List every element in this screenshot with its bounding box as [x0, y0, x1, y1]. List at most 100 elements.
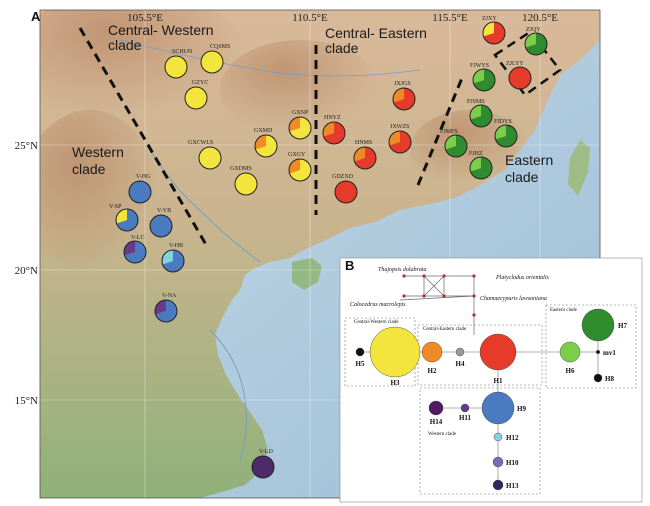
pie-outline	[154, 299, 178, 323]
pie-slice	[289, 159, 300, 174]
population-pie: HNYZ	[322, 115, 346, 145]
population-label: JXWZS	[390, 124, 409, 130]
haplotype-h11	[460, 403, 470, 413]
population-pies: SCHUN CQSMS GZYC GXCWLS GXDMS GXNP GXMD GXGY HNY…	[109, 16, 548, 479]
mountain-shading	[220, 40, 380, 140]
pie-slice	[252, 456, 274, 478]
population-pie: V-YB	[149, 208, 173, 238]
population-pie: GXGY	[288, 152, 312, 182]
population-label: GXMD	[254, 128, 273, 134]
clade-label-line: clade	[325, 40, 359, 56]
population-pie: HNMS	[353, 140, 377, 170]
clade-label-eastern: Eastern clade	[505, 152, 553, 185]
pie-slice	[199, 147, 221, 169]
pie-slice	[470, 105, 481, 120]
pie-outline	[184, 86, 208, 110]
pie-slice	[116, 209, 139, 231]
population-label: GXNP	[292, 110, 309, 116]
clade-boundaries	[78, 27, 562, 249]
pie-slice	[354, 147, 365, 162]
population-pie: FJHZ	[469, 151, 493, 180]
pie-outline	[322, 121, 346, 145]
pie-slice	[255, 135, 278, 158]
population-pie: V-SP	[109, 204, 139, 232]
haplotype-label-mv1: mv1	[603, 349, 616, 357]
haplotype-h14	[428, 400, 444, 416]
population-pie: GXDMS	[230, 166, 258, 196]
haplotype-h5	[355, 347, 365, 357]
haplotype-label-h11: H11	[459, 414, 472, 422]
population-pie: SCHUN	[164, 49, 193, 79]
pie-outline	[200, 50, 224, 74]
pie-slice	[389, 131, 411, 153]
clade-label-line: Eastern	[505, 152, 553, 168]
map-frame	[39, 9, 601, 499]
population-pie: ZJXY	[482, 16, 506, 45]
haplotype-label-h3: H3	[391, 379, 400, 387]
pie-slice	[354, 147, 377, 169]
population-label: HNYZ	[324, 115, 341, 121]
population-pie: V-HG	[128, 174, 152, 204]
population-label: GXGY	[288, 152, 306, 158]
outgroup-thujopsis: Thujopsis dolabrata	[378, 267, 427, 273]
population-label: SCHUN	[172, 49, 193, 55]
population-label: GDZXD	[332, 174, 354, 180]
pie-outline	[254, 134, 278, 158]
clade-label-line: clade	[505, 169, 539, 185]
population-pie: ZJQY	[524, 27, 548, 56]
pie-slice	[470, 157, 481, 172]
haplotype-label-h6: H6	[566, 367, 575, 375]
pie-outline	[161, 249, 185, 273]
clade-label-central-eastern: Central- Eastern clade	[325, 25, 427, 56]
population-label: ZJQY	[526, 27, 541, 33]
population-label: CQSMS	[210, 44, 230, 50]
pie-outline	[123, 240, 147, 264]
population-label: V-SP	[109, 204, 122, 210]
haplotype-h12	[493, 432, 503, 442]
pie-outline	[469, 156, 493, 180]
population-pie: FJDYS	[494, 119, 518, 148]
pie-outline	[149, 214, 173, 238]
pie-slice	[323, 122, 334, 137]
latitude-label: 15°N	[15, 395, 38, 407]
pie-slice	[483, 22, 506, 44]
pie-slice	[525, 33, 547, 55]
pie-outline	[334, 180, 358, 204]
pie-outline	[353, 146, 377, 170]
population-pie: GXNP	[288, 110, 312, 140]
pie-slice	[124, 241, 135, 256]
longitude-label: 115.5°E	[432, 12, 468, 24]
haplotype-label-h4: H4	[456, 360, 465, 368]
pie-slice	[393, 88, 404, 103]
pie-outline	[388, 130, 412, 154]
haplotype-h7	[581, 308, 615, 342]
river	[119, 39, 421, 77]
pie-slice	[470, 105, 493, 127]
pie-slice	[445, 135, 456, 150]
boundary-eastern-box	[493, 30, 562, 97]
pie-slice	[235, 173, 257, 195]
pie-outline	[288, 116, 312, 140]
pie-slice	[473, 69, 496, 91]
pie-slice	[116, 209, 127, 224]
boundary-western	[78, 27, 210, 249]
haplotype-label-h1: H1	[494, 377, 503, 385]
haplotype-h13	[492, 479, 504, 491]
boundary-eastern	[416, 77, 464, 186]
box-label-eastern: Eastern clade	[550, 308, 578, 313]
pie-slice	[393, 88, 416, 111]
haplotype-h9	[481, 391, 515, 425]
population-pie: GXCWLS	[188, 140, 222, 170]
panel-a-label: A	[31, 9, 41, 24]
clade-label-line: Western	[72, 144, 124, 160]
pie-outline	[444, 134, 468, 158]
panel-b-label: B	[345, 258, 354, 273]
pie-slice	[162, 250, 185, 273]
outgroup-nodes	[402, 274, 476, 317]
population-label: ZJXY	[482, 16, 497, 22]
population-label: V-LC	[131, 235, 144, 241]
box-label-central-western: Central-Western clade	[354, 320, 399, 325]
outgroup-chamaecyparis: Chamaecyparis lawsoniana	[480, 296, 547, 302]
population-label: FJSMS	[467, 99, 485, 105]
outgroup-calocedrus: Calocedrus macrolepis	[350, 302, 406, 308]
